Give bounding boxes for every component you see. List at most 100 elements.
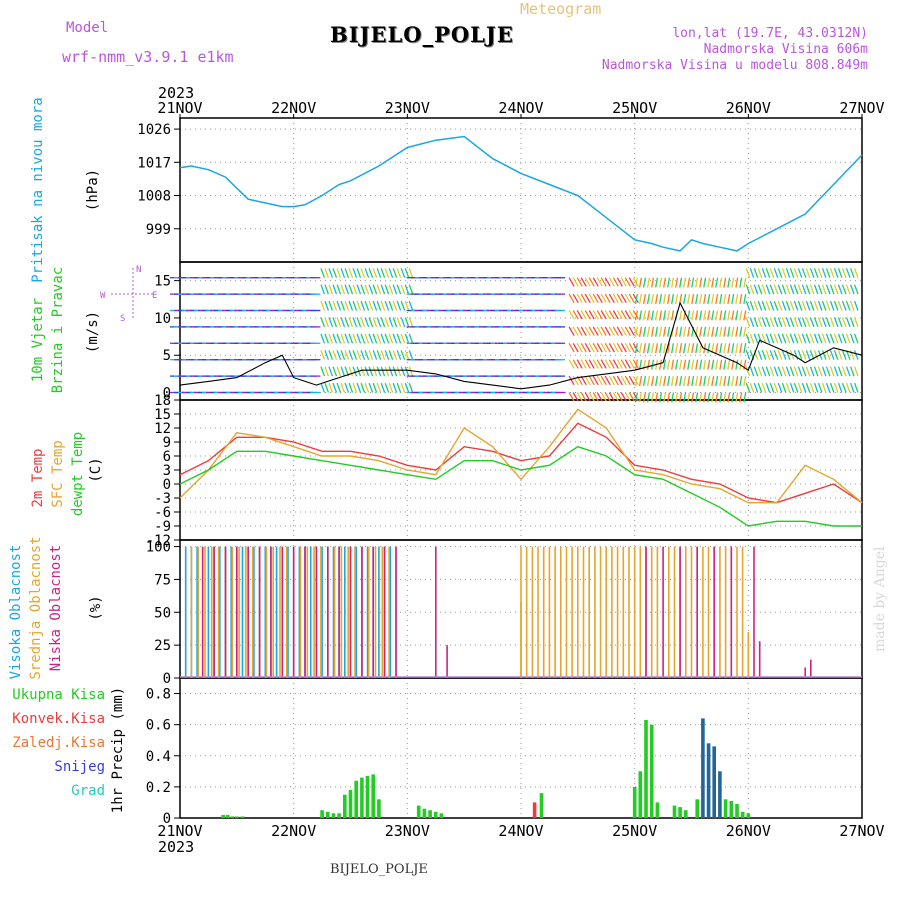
wind-barb xyxy=(324,284,330,295)
wind-barb xyxy=(600,310,607,320)
wind-barb xyxy=(404,333,410,344)
wind-barb xyxy=(592,277,599,287)
wind-barb xyxy=(344,300,350,311)
wind-barb xyxy=(765,366,771,377)
wind-barb xyxy=(813,366,819,377)
precip-bar xyxy=(706,743,711,818)
wind-barb xyxy=(368,366,374,377)
wind-barb xyxy=(328,333,334,344)
wind-barb xyxy=(769,284,775,295)
wind-barb xyxy=(568,359,575,369)
wind-barb xyxy=(821,268,827,278)
wind-barb xyxy=(777,284,783,295)
wind-barb xyxy=(849,382,855,393)
wind-barb xyxy=(679,343,683,354)
wind-barb xyxy=(805,350,811,360)
ytick-label: -12 xyxy=(146,533,171,549)
wind-barb xyxy=(368,284,374,295)
wind-barb xyxy=(634,310,638,321)
wind-barb xyxy=(632,326,639,336)
wind-barb xyxy=(731,310,735,321)
wind-barb xyxy=(576,293,583,304)
precip-bar xyxy=(638,771,643,818)
wind-barb xyxy=(568,326,575,336)
wind-barb xyxy=(392,350,398,360)
wind-barb xyxy=(745,317,751,328)
wind-barb xyxy=(588,326,595,336)
wind-barb xyxy=(675,326,679,337)
wind-barb xyxy=(699,392,703,403)
wind-barb xyxy=(612,326,619,336)
wind-barb xyxy=(620,326,627,336)
wind-barb xyxy=(853,300,859,311)
wind-barb xyxy=(679,375,683,387)
wind-barb xyxy=(624,359,631,369)
wind-barb xyxy=(604,326,611,336)
wind-barb xyxy=(356,300,362,311)
wind-barb xyxy=(675,375,679,387)
wind-barb xyxy=(781,300,787,311)
ytick-label: 10 xyxy=(154,311,171,327)
xtick-bottom-label: 25NOV xyxy=(612,822,657,840)
precip-bar xyxy=(649,724,654,818)
wind-barb xyxy=(797,284,803,295)
wind-barb xyxy=(596,326,603,336)
wind-barb xyxy=(332,333,338,344)
wind-barb xyxy=(655,277,659,288)
wind-barb xyxy=(608,375,615,386)
wind-barb xyxy=(642,293,647,305)
wind-barb xyxy=(612,293,619,304)
wind-barb xyxy=(572,342,579,353)
wind-barb xyxy=(749,333,755,344)
wind-barb xyxy=(785,366,791,377)
wind-barb xyxy=(634,359,638,370)
wind-barb xyxy=(817,382,823,393)
compass-w: W xyxy=(100,291,106,301)
wind-barb xyxy=(707,310,711,321)
wind-barb xyxy=(324,268,330,278)
wind-barb xyxy=(671,310,675,321)
precip-bar xyxy=(221,814,225,818)
wind-barb xyxy=(853,284,859,295)
wind-barb xyxy=(646,277,651,288)
wind-barb xyxy=(743,326,747,337)
wind-barb xyxy=(699,359,703,370)
wind-barb xyxy=(777,366,783,377)
wind-barb xyxy=(813,333,819,344)
wind-barb xyxy=(638,392,643,403)
wind-barb xyxy=(604,342,611,353)
wind-barb xyxy=(388,317,394,328)
wind-barb xyxy=(781,366,787,377)
ytick-label: 50 xyxy=(154,605,171,621)
precip-bar xyxy=(729,800,734,818)
wind-barb xyxy=(620,342,627,353)
panel-frame xyxy=(179,117,863,263)
wind-barb xyxy=(695,359,699,370)
ytick-label: 0 xyxy=(163,477,171,493)
ylabel-cloud-low: Niska Oblacnost xyxy=(48,545,64,671)
wind-barb xyxy=(608,326,615,336)
wind-barb xyxy=(364,300,370,311)
year-top: 2023 xyxy=(158,84,195,102)
wind-barb xyxy=(837,382,843,393)
wind-barb xyxy=(777,382,783,393)
wind-barb xyxy=(336,300,342,311)
wind-barb xyxy=(388,366,394,377)
precip-bar xyxy=(235,816,239,818)
wind-barb xyxy=(683,277,687,288)
wind-barb xyxy=(588,375,595,386)
ylabel-temp-2m: 2m Temp xyxy=(30,448,46,507)
wind-barb xyxy=(757,284,763,295)
wind-barb xyxy=(388,333,394,344)
wind-barb xyxy=(616,310,623,320)
wind-barb xyxy=(749,366,755,377)
wind-barb xyxy=(376,284,382,295)
wind-barb xyxy=(789,284,795,295)
wind-barb xyxy=(396,382,402,393)
wind-barb xyxy=(388,382,394,393)
wind-barb xyxy=(793,284,799,295)
wind-barb xyxy=(392,366,398,377)
wind-barb xyxy=(801,284,807,295)
wind-barb xyxy=(785,382,791,393)
wind-barb xyxy=(404,382,410,393)
